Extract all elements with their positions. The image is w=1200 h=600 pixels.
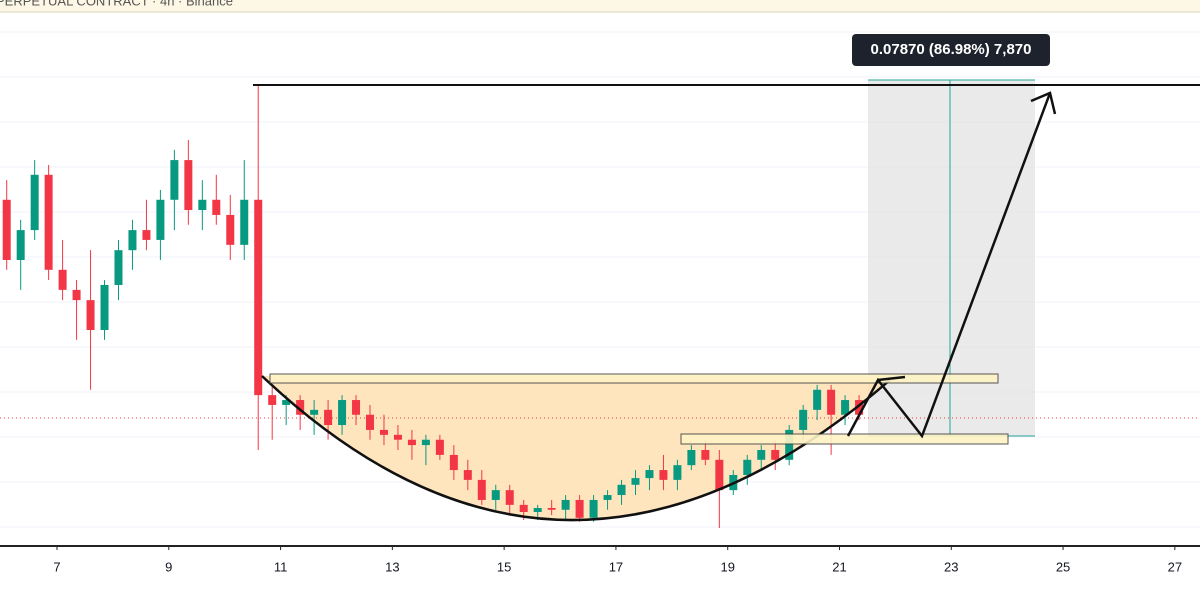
- candle-body: [352, 400, 361, 415]
- candle-body: [449, 454, 458, 471]
- candle-body: [282, 400, 291, 405]
- candle-body: [393, 434, 402, 440]
- candle-body: [603, 495, 612, 500]
- candle-body: [100, 284, 109, 331]
- candle-body: [659, 470, 668, 480]
- candle-body: [617, 484, 626, 496]
- candle-body: [757, 449, 766, 460]
- candle-body: [114, 250, 123, 285]
- candle-body: [743, 459, 752, 475]
- x-tick-label: 11: [274, 559, 288, 574]
- x-tick-label: 15: [497, 559, 511, 574]
- candle-body: [575, 499, 584, 518]
- candle-body: [142, 230, 151, 240]
- x-axis-labels: 7 9 11 13 15 17 19 21 23 25 27: [53, 546, 1182, 574]
- measure-label: 0.07870 (86.98%) 7,870: [871, 41, 1032, 58]
- candle-body: [310, 409, 319, 415]
- candle-body: [519, 504, 528, 512]
- handle-line: [877, 375, 906, 382]
- candle-body: [156, 199, 165, 240]
- candle-body: [226, 214, 235, 245]
- candle-body: [72, 289, 81, 301]
- candle-body: [701, 449, 710, 460]
- candle-body: [799, 409, 808, 430]
- arrow-head: [1030, 91, 1057, 115]
- candle-body: [673, 465, 682, 480]
- candle-body: [44, 174, 53, 270]
- x-tick-label: 9: [165, 559, 172, 574]
- candle-body: [827, 389, 836, 415]
- candle-body: [435, 439, 444, 455]
- candle-body: [198, 199, 207, 211]
- candle-body: [645, 470, 654, 479]
- candle-body: [771, 449, 780, 460]
- candle-body: [491, 490, 500, 500]
- candle-body: [477, 479, 486, 500]
- candle-body: [407, 439, 416, 446]
- x-tick-label: 21: [832, 559, 846, 574]
- support-zone: [680, 433, 1009, 445]
- candle-body: [631, 478, 640, 485]
- candle-body: [813, 389, 822, 410]
- candle-body: [58, 269, 67, 290]
- cup-fill: [262, 376, 890, 521]
- x-tick-label: 13: [385, 559, 399, 574]
- candle-body: [338, 400, 347, 426]
- candle-body: [240, 199, 249, 245]
- x-tick-label: 23: [944, 559, 958, 574]
- candles: [2, 85, 864, 529]
- candle-body: [254, 199, 263, 396]
- resistance-zone: [269, 373, 999, 384]
- projection-path: [846, 92, 1052, 439]
- candle-body: [212, 199, 221, 215]
- candle-body: [855, 400, 864, 415]
- candle-body: [463, 470, 472, 480]
- candle-body: [366, 414, 375, 430]
- candle-body: [547, 507, 556, 510]
- x-tick-label: 27: [1168, 559, 1182, 574]
- candle-body: [16, 230, 25, 260]
- candle-body: [533, 507, 542, 512]
- candle-body: [128, 230, 137, 251]
- candle-body: [324, 409, 333, 426]
- candle-body: [184, 160, 193, 211]
- candle-body: [841, 400, 850, 415]
- x-tick-label: 17: [609, 559, 623, 574]
- header-text: PERPETUAL CONTRACT · 4h · Binance: [0, 0, 233, 8]
- header-bar: [0, 0, 1200, 12]
- candle-body: [30, 174, 39, 231]
- measure-label-box: [852, 34, 1050, 66]
- candle-body: [2, 199, 11, 260]
- candle-body: [715, 459, 724, 491]
- candle-body: [589, 499, 598, 518]
- candle-body: [268, 395, 277, 405]
- candle-body: [687, 449, 696, 466]
- candle-body: [296, 400, 305, 415]
- candle-body: [170, 160, 179, 200]
- x-tick-label: 7: [53, 559, 60, 574]
- candle-body: [86, 300, 95, 331]
- candle-body: [785, 429, 794, 460]
- x-tick-label: 25: [1056, 559, 1070, 574]
- candle-body: [421, 439, 430, 446]
- cup-curve: [261, 375, 891, 522]
- candle-body: [379, 429, 388, 435]
- candle-body: [561, 499, 570, 510]
- candle-body: [505, 490, 514, 505]
- x-tick-label: 19: [720, 559, 734, 574]
